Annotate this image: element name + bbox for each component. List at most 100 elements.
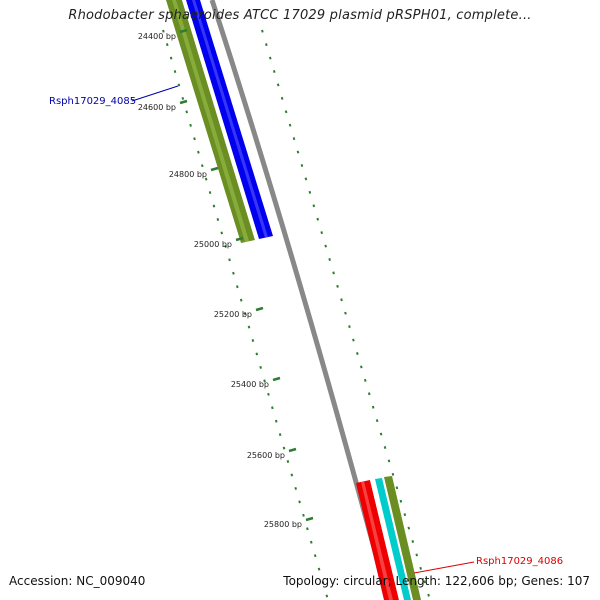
ring-dot [415,553,419,557]
ring-dot [286,460,290,464]
ring-dot [271,406,274,410]
ring-dot [284,110,288,114]
ring-dot [290,473,294,477]
ring-dot [276,83,280,87]
ring-dot [367,392,371,396]
ring-dot [302,513,305,517]
ring-dot [264,43,268,47]
bp-tick-label: 25600 bp [247,451,285,460]
bp-tick-mark [235,236,244,242]
bp-tick-label: 25800 bp [264,520,302,529]
ring-dot [313,554,317,558]
gene-label-rsph17029-4085[interactable]: Rsph17029_4085 [49,96,136,107]
ring-dot [292,137,296,141]
ring-dot [177,83,181,87]
ring-dot [356,352,359,355]
ring-dot [427,593,430,597]
bp-tick-mark [272,376,281,382]
ring-dot [282,446,286,450]
ring-dot [185,110,189,114]
ring-dot [403,513,407,517]
bp-tick-mark [179,99,188,105]
ring-dot [317,567,321,571]
ring-dot [208,191,212,195]
gene-arrow-olive-upper-highlight [172,0,249,242]
gene-label-rsph17029-4086[interactable]: Rsph17029_4086 [476,556,563,567]
bp-tick-mark [210,166,219,172]
summary-label: Topology: circular; Length: 122,606 bp; … [283,574,590,588]
accession-label: Accession: NC_009040 [9,574,146,588]
ring-dot [371,405,375,409]
ring-dot [352,338,355,342]
ring-dot [181,96,185,100]
ring-dot [197,150,200,154]
ring-dot [306,527,309,531]
bp-tick-labels: 24400 bp 24600 bp 24800 bp 25000 bp 25200 bp… [138,32,302,529]
bp-tick-label: 24400 bp [138,32,176,41]
ring-dot [280,96,284,100]
ring-dot [162,29,165,33]
ring-dot [243,312,247,316]
ring-dot [340,298,343,302]
ring-dot [200,164,204,168]
bp-tick-mark [305,516,314,522]
ring-dot [165,43,169,47]
ring-dot [232,271,235,275]
ring-dot [348,325,351,329]
map-title: Rhodobacter sphaeroides ATCC 17029 plasm… [68,8,532,23]
bp-tick-marks [179,28,314,522]
ring-dot [224,244,227,248]
ring-dot [300,164,304,167]
ring-dot [173,70,177,74]
backbone-track [209,0,391,600]
gene-arrow-white-gap-lower [370,479,404,600]
ring-dot [395,486,399,490]
ring-dot [193,137,196,141]
ring-dot [359,365,363,369]
gene-label-leader-4086 [413,561,475,574]
ring-dot [320,231,324,235]
ring-dot [296,150,300,154]
ring-dot [379,432,383,436]
ring-dot [344,311,347,315]
ring-dot [309,540,313,544]
ring-dot [236,285,239,289]
ring-dot [255,352,259,356]
ring-dot [363,378,367,382]
ring-dot [189,123,192,127]
bp-tick-label: 25200 bp [214,310,252,319]
gene-arrow-olive-lower[interactable] [384,476,421,600]
ring-dot [220,231,224,235]
ring-dot [228,258,231,262]
ring-dot [288,123,292,127]
bp-tick-label: 24600 bp [138,103,176,112]
gene-label-leader-4085 [131,85,179,102]
ring-dot [312,204,316,208]
ring-dot [261,29,264,33]
ring-dot [268,56,272,60]
ring-dot [272,70,276,73]
bp-tick-label: 25000 bp [194,240,232,249]
ring-dot [294,486,298,490]
ring-dot [324,244,327,248]
ring-dot [298,500,301,504]
ring-dot [204,177,208,181]
ring-dot [325,594,329,598]
inner-dotted-ring [162,29,329,598]
bp-tick-label: 25400 bp [231,380,269,389]
bp-tick-mark [179,28,188,34]
ring-dot [278,433,282,437]
gene-arrow-red-highlight [361,481,393,600]
ring-dot [212,204,216,208]
ring-dot [304,177,308,181]
ring-dot [336,284,339,288]
ring-dot [216,217,220,221]
ring-dot [328,258,331,261]
ring-dot [407,526,411,530]
ring-dot [251,339,255,342]
gene-arrow-cyan[interactable] [375,478,411,600]
bp-tick-label: 24800 bp [169,170,207,179]
ring-dot [267,392,270,396]
ring-dot [399,499,403,503]
